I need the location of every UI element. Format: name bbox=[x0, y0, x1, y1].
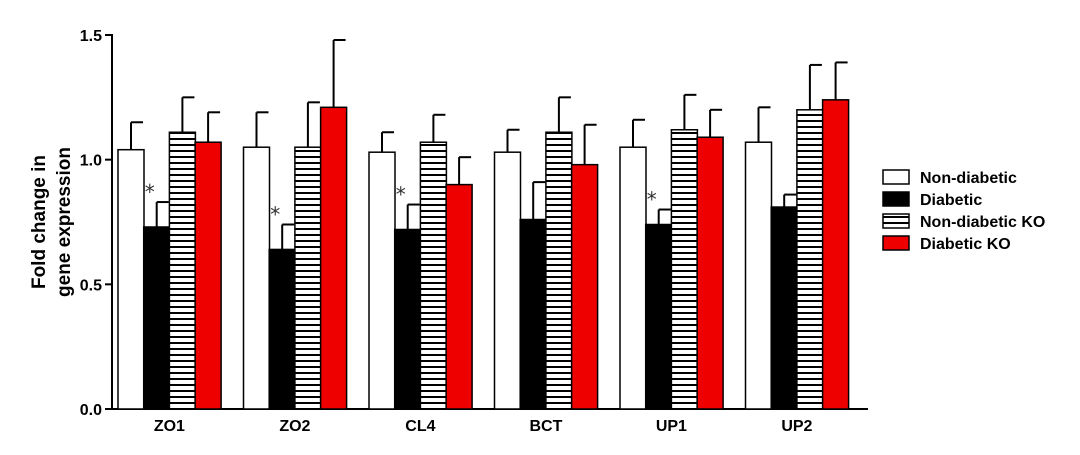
y-tick-label: 0.5 bbox=[80, 277, 102, 294]
bar-zo1-non-diabetic bbox=[117, 148, 145, 410]
bar-cl4-non-diabetic-ko bbox=[419, 141, 448, 410]
bar-cl4-non-diabetic bbox=[368, 151, 396, 410]
bar-bct-diabetic bbox=[519, 218, 547, 410]
x-tick-label: ZO2 bbox=[279, 418, 310, 435]
legend-label: Diabetic KO bbox=[920, 236, 1011, 253]
y-axis-title-line: Fold change in bbox=[29, 155, 50, 289]
bar-up2-diabetic-ko bbox=[821, 99, 850, 410]
bar-up2-non-diabetic bbox=[744, 141, 773, 410]
bar-bct-diabetic-ko bbox=[570, 163, 599, 410]
bars: * * * * bbox=[117, 38, 850, 410]
bar-zo2-diabetic bbox=[268, 248, 296, 410]
bar-zo1-diabetic-ko bbox=[194, 141, 222, 410]
legend-swatch bbox=[882, 213, 910, 229]
legend-label: Diabetic bbox=[920, 192, 982, 209]
bar-bct-non-diabetic-ko bbox=[545, 131, 573, 410]
bar-up1-non-diabetic-ko bbox=[670, 128, 699, 410]
y-tick-label: 0.0 bbox=[80, 402, 102, 419]
axes: 0.0 0.5 1.0 1.5 Fold change in gene expressio… bbox=[29, 28, 868, 435]
x-tick-label: ZO1 bbox=[154, 418, 185, 435]
x-tick-label: UP2 bbox=[781, 418, 812, 435]
bar-up1-diabetic bbox=[644, 223, 673, 410]
bar-cl4-diabetic-ko bbox=[445, 183, 473, 410]
y-axis-title-line: gene expression bbox=[54, 147, 75, 297]
bar-zo2-non-diabetic-ko bbox=[294, 146, 322, 410]
bar-up2-diabetic bbox=[770, 206, 798, 410]
y-tick-label: 1.5 bbox=[80, 28, 102, 45]
legend-label: Non-diabetic bbox=[920, 170, 1017, 187]
bar-up2-non-diabetic-ko bbox=[796, 109, 824, 410]
bar-bct-non-diabetic bbox=[493, 151, 522, 410]
x-tick-label: CL4 bbox=[405, 418, 435, 435]
legend-swatch bbox=[882, 235, 910, 251]
significance-star: * bbox=[647, 188, 657, 212]
legend-swatch bbox=[882, 191, 910, 207]
bar-cl4-diabetic bbox=[393, 228, 422, 410]
x-tick-label: UP1 bbox=[656, 418, 687, 435]
bar-up1-diabetic-ko bbox=[696, 136, 724, 410]
significance-star: * bbox=[396, 183, 406, 207]
bar-zo1-diabetic bbox=[142, 226, 171, 410]
legend: Non-diabetic Diabetic Non-diabetic KO Diabe… bbox=[882, 169, 1045, 253]
bar-zo1-non-diabetic-ko bbox=[168, 131, 197, 410]
legend-swatch bbox=[882, 169, 910, 185]
significance-star: * bbox=[145, 180, 155, 204]
legend-label: Non-diabetic KO bbox=[920, 214, 1045, 231]
x-tick-label: BCT bbox=[529, 418, 562, 435]
significance-star: * bbox=[270, 202, 280, 226]
bar-zo2-non-diabetic bbox=[242, 146, 271, 410]
y-tick-label: 1.0 bbox=[80, 153, 102, 170]
bar-up1-non-diabetic bbox=[619, 146, 647, 410]
bar-zo2-diabetic-ko bbox=[319, 106, 348, 410]
